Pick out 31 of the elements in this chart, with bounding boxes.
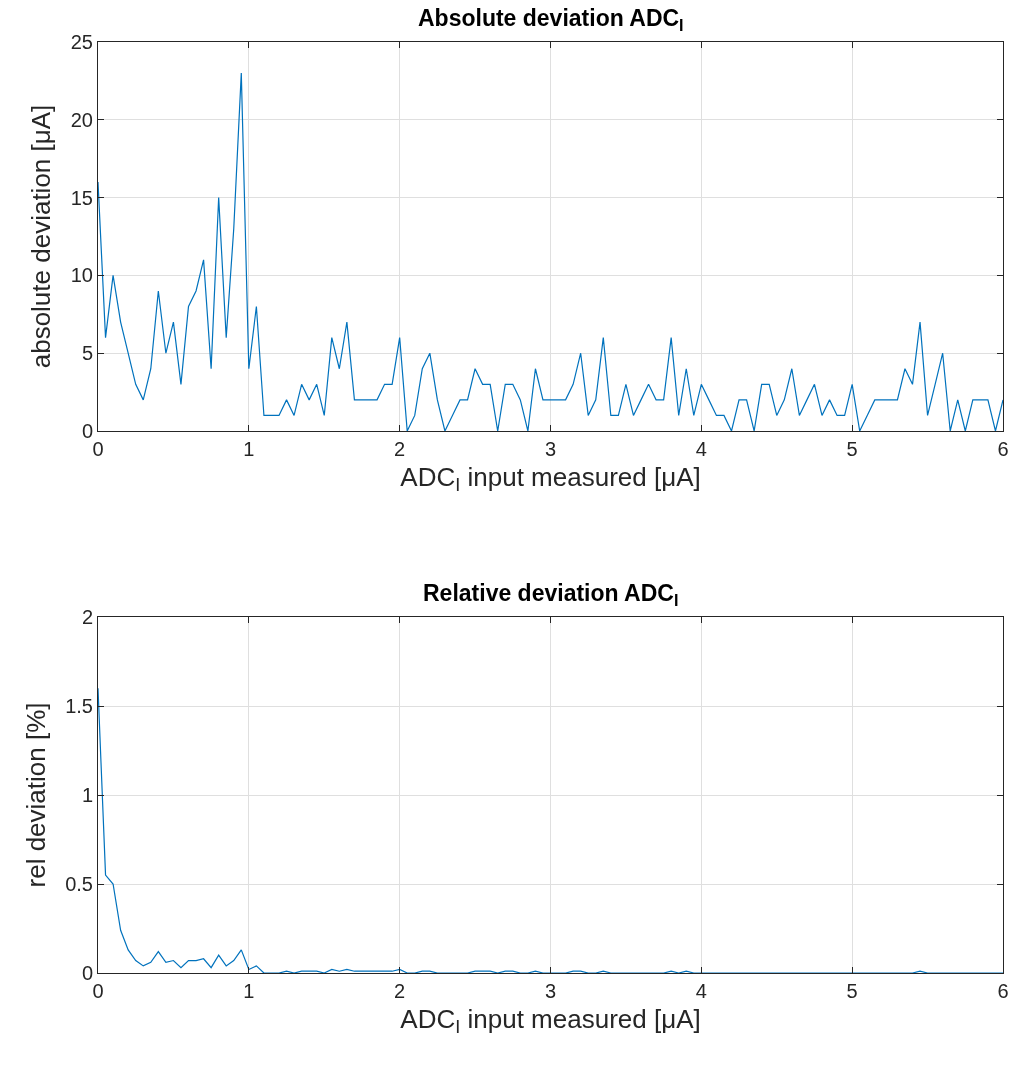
- line-series: [98, 687, 1003, 973]
- x-tick-label: 4: [695, 438, 707, 460]
- x-axis-title: ADC$_{I}$ input measured [μA]: [400, 1003, 701, 1038]
- x-axis-title: ADC$_{I}$ input measured [μA]: [400, 461, 701, 496]
- y-tick-label: 5: [81, 342, 93, 365]
- x-tick-label: 5: [846, 438, 858, 460]
- x-tick-label: 3: [544, 438, 557, 460]
- chart-title: Absolute deviation ADC$_{I}$: [418, 5, 684, 34]
- x-tick-label: 5: [846, 980, 858, 1002]
- y-tick-label: 0.5: [65, 873, 93, 895]
- x-tick-label: 1: [243, 438, 255, 460]
- chart-title: Relative deviation ADC$_{I}$: [423, 580, 679, 609]
- x-tick-label: 4: [695, 980, 707, 1002]
- y-tick-label: 0: [81, 420, 93, 442]
- x-tick-label: 2: [394, 980, 406, 1002]
- y-tick-label: 10: [70, 264, 93, 287]
- y-axis-title: absolute deviation [μA]: [26, 104, 57, 369]
- line-series: [98, 72, 1003, 431]
- y-tick-label: 1: [81, 784, 93, 806]
- x-tick-label: 2: [394, 438, 406, 460]
- y-tick-label: 20: [70, 108, 93, 131]
- x-tick-label: 6: [997, 980, 1009, 1002]
- y-tick-label: 0: [81, 962, 93, 984]
- y-tick-label: 1.5: [65, 695, 93, 717]
- x-tick-label: 6: [997, 438, 1009, 460]
- x-tick-label: 1: [243, 980, 255, 1002]
- y-tick-label: 2: [81, 606, 93, 628]
- y-tick-label: 25: [70, 31, 93, 53]
- y-tick-label: 15: [70, 186, 93, 209]
- y-axis-title: rel deviation [%]: [20, 702, 51, 888]
- x-tick-label: 3: [544, 980, 557, 1002]
